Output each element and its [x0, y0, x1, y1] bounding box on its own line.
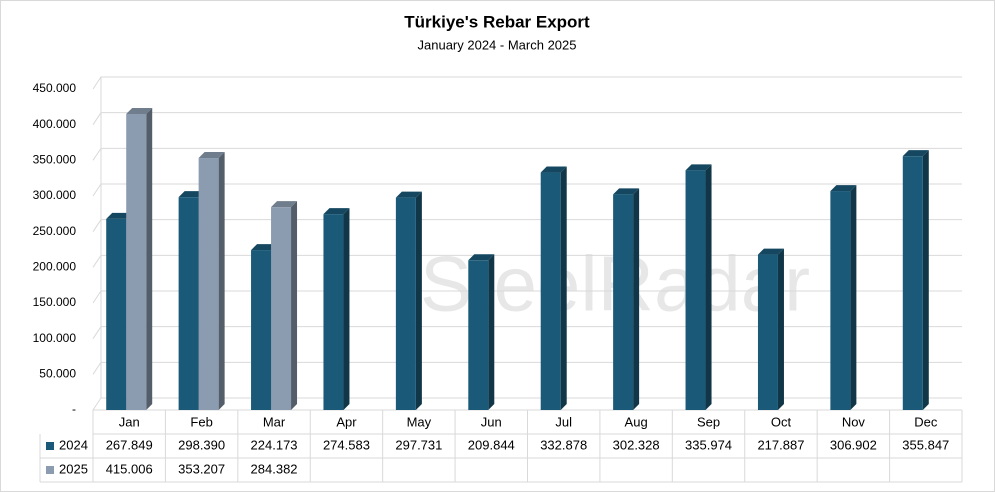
- bar-side: [850, 185, 857, 410]
- bar-top: [757, 248, 784, 255]
- table-value: 284.382: [251, 461, 298, 476]
- y-tick-label: 350.000: [33, 153, 77, 167]
- table-value: 267.849: [106, 437, 153, 452]
- table-value: 332.878: [540, 437, 587, 452]
- bar: [395, 197, 416, 410]
- legend-swatch: [46, 442, 54, 450]
- bar-side: [415, 191, 422, 410]
- table-value: 355.847: [902, 437, 949, 452]
- x-tick-label: Jan: [119, 414, 140, 429]
- bar-side: [922, 150, 929, 410]
- x-tick-label: Mar: [263, 414, 286, 429]
- bar: [271, 207, 292, 410]
- bar-top: [178, 191, 205, 198]
- bar: [468, 260, 489, 410]
- y-tick-label: 250.000: [33, 224, 77, 238]
- x-tick-label: Apr: [336, 414, 357, 429]
- bar-top: [685, 164, 712, 171]
- bar-side: [291, 201, 298, 410]
- bar: [251, 250, 272, 410]
- x-tick-label: May: [407, 414, 432, 429]
- y-tick-label: 150.000: [33, 295, 77, 309]
- y-tick-label: 100.000: [33, 331, 77, 345]
- x-tick-label: Nov: [842, 414, 866, 429]
- table-value: 306.902: [830, 437, 877, 452]
- bar-top: [323, 208, 350, 215]
- legend-label: 2024: [59, 437, 88, 452]
- bar: [902, 156, 923, 410]
- bar: [757, 254, 778, 410]
- bar-top: [251, 244, 278, 251]
- bar-top: [830, 185, 857, 192]
- table-value: 353.207: [178, 461, 225, 476]
- y-tick-label: -: [72, 402, 76, 416]
- bar-top: [540, 166, 567, 173]
- bar-side: [560, 166, 567, 410]
- bar-top: [395, 191, 422, 198]
- x-tick-label: Feb: [190, 414, 212, 429]
- x-tick-label: Jul: [555, 414, 572, 429]
- x-tick-label: Jun: [481, 414, 502, 429]
- x-tick-label: Oct: [771, 414, 792, 429]
- x-tick-label: Sep: [697, 414, 720, 429]
- y-tick-label: 450.000: [33, 81, 77, 95]
- y-tick-label: 200.000: [33, 260, 77, 274]
- chart-subtitle: January 2024 - March 2025: [418, 37, 577, 52]
- y-tick-label: 400.000: [33, 117, 77, 131]
- bar-side: [633, 188, 640, 410]
- bar-side: [705, 164, 712, 410]
- bar: [198, 158, 219, 410]
- bar: [126, 113, 147, 410]
- table-value: 217.887: [757, 437, 804, 452]
- bar-side: [777, 248, 784, 410]
- bar-top: [902, 150, 929, 157]
- bar: [613, 194, 634, 410]
- x-tick-label: Dec: [914, 414, 938, 429]
- bar-top: [613, 188, 640, 195]
- bar-top: [126, 107, 153, 114]
- table-value: 209.844: [468, 437, 515, 452]
- bar-top: [468, 254, 495, 261]
- legend-swatch: [46, 466, 54, 474]
- bar: [540, 172, 561, 410]
- bar: [106, 218, 127, 410]
- bar: [178, 197, 199, 410]
- table-value: 415.006: [106, 461, 153, 476]
- bar-top: [271, 201, 298, 208]
- bar-top: [198, 152, 225, 159]
- y-tick-label: 50.000: [39, 367, 76, 381]
- table-value: 298.390: [178, 437, 225, 452]
- bar: [323, 214, 344, 410]
- legend-label: 2025: [59, 461, 88, 476]
- table-value: 274.583: [323, 437, 370, 452]
- table-value: 224.173: [251, 437, 298, 452]
- y-tick-label: 300.000: [33, 188, 77, 202]
- bar-top: [106, 212, 133, 219]
- bar-side: [488, 254, 495, 410]
- bar-side: [146, 107, 153, 410]
- table-value: 297.731: [395, 437, 442, 452]
- x-tick-label: Aug: [625, 414, 648, 429]
- table-value: 302.328: [613, 437, 660, 452]
- table-value: 335.974: [685, 437, 732, 452]
- bar-side: [343, 208, 350, 410]
- bar: [830, 191, 851, 410]
- bar-side: [218, 152, 225, 411]
- bar: [685, 170, 706, 410]
- chart-title: Türkiye's Rebar Export: [404, 12, 590, 31]
